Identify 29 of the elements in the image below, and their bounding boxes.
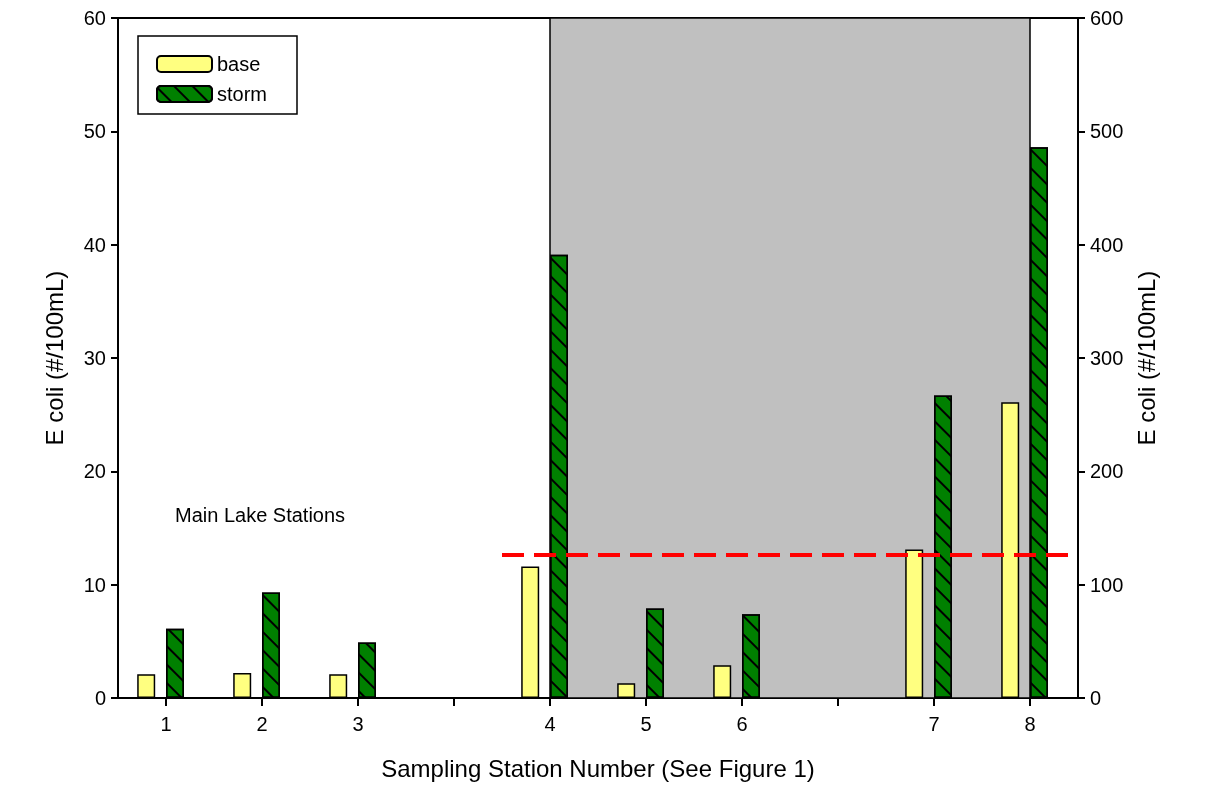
bar [521, 566, 540, 698]
x-tick-label: 5 [640, 713, 652, 735]
y2-tick-label: 400 [1090, 233, 1124, 256]
y2-tick-label: 600 [1090, 7, 1124, 29]
legend-label: base [217, 53, 261, 75]
x-tick-label: 6 [736, 713, 748, 735]
x-tick-label: 8 [1024, 713, 1036, 735]
y-tick-label: 20 [83, 460, 106, 483]
y-tick-label: 0 [94, 687, 106, 709]
x-tick-label: 7 [928, 713, 940, 735]
legend-label: storm [217, 83, 267, 105]
x-tick-label: 2 [256, 713, 268, 735]
y-tick-label: 10 [83, 573, 106, 596]
annotation: Main Lake Stations [175, 504, 346, 526]
y2-tick-label: 500 [1090, 120, 1124, 143]
y2-tick-label: 200 [1090, 460, 1124, 483]
x-tick-label: 4 [544, 713, 556, 735]
x-tick-label: 3 [352, 713, 364, 735]
y2-axis-title: E coli (#/100mL) [1132, 270, 1160, 446]
y-tick-label: 60 [83, 7, 106, 29]
y-axis-title: E coli (#/100mL) [40, 270, 68, 446]
y2-tick-label: 300 [1090, 347, 1124, 369]
y-tick-label: 30 [83, 347, 106, 369]
y-tick-label: 40 [83, 233, 106, 256]
y2-tick-label: 0 [1090, 687, 1102, 709]
y2-tick-label: 100 [1090, 573, 1124, 596]
x-tick-label: 1 [160, 713, 172, 735]
x-axis-title: Sampling Station Number (See Figure 1) [381, 754, 815, 782]
y-tick-label: 50 [83, 120, 106, 143]
